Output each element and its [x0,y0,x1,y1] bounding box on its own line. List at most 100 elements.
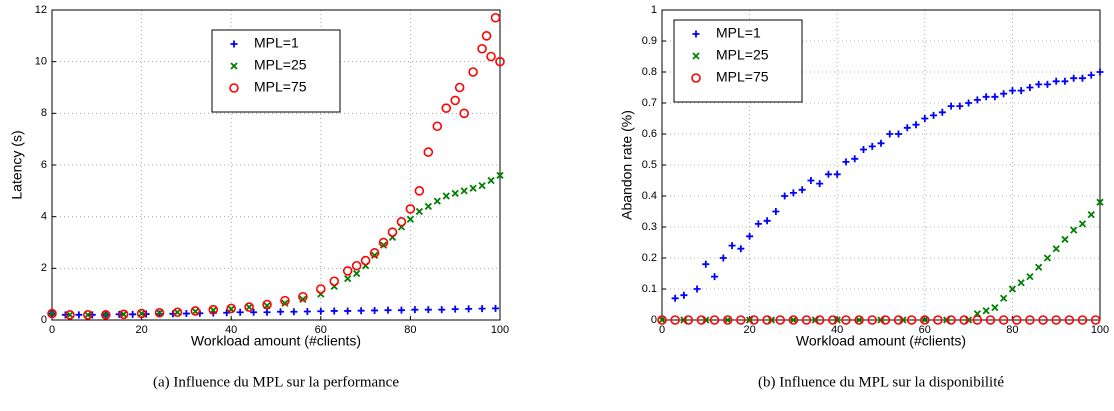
marker [299,295,307,303]
x-tick-label: 100 [1091,324,1109,336]
legend-label: MPL=25 [254,57,307,73]
y-tick-label: 0.1 [642,283,657,295]
marker [371,306,379,314]
marker [702,260,710,268]
marker [921,316,929,324]
marker [450,95,461,106]
marker [1026,84,1034,91]
y-tick-label: 0.7 [642,97,657,109]
marker [424,202,432,210]
marker [102,311,110,319]
marker [736,315,746,325]
marker [118,309,129,320]
marker [1061,235,1069,244]
y-axis-label: Latency (s) [9,130,25,199]
marker [1064,315,1075,325]
marker [728,242,736,250]
marker [798,186,806,194]
marker [432,121,443,132]
marker [903,124,911,132]
marker [692,30,700,38]
marker [1017,87,1025,95]
marker [173,308,182,316]
marker [938,108,946,116]
marker [877,139,885,147]
x-tick-label: 60 [919,324,931,336]
y-tick-label: 1 [651,4,657,16]
marker [828,315,838,325]
x-tick-label: 20 [135,324,147,336]
marker [182,310,190,318]
y-tick-label: 0.8 [642,66,657,78]
marker [671,294,679,302]
marker [438,306,446,314]
marker [959,315,970,325]
marker [965,99,973,107]
marker [1035,80,1043,88]
marker [933,315,943,325]
marker [411,306,419,314]
marker [1087,71,1095,79]
marker [696,315,707,325]
marker [244,302,254,312]
marker [137,309,146,318]
marker [973,96,981,104]
marker [229,83,239,93]
marker [495,56,505,67]
marker [459,108,469,119]
marker [746,232,754,240]
marker [1052,77,1060,85]
marker [136,308,147,319]
y-tick-label: 2 [41,262,47,274]
marker [263,308,271,316]
x-axis-label: Workload amount (#clients) [796,333,966,349]
series [658,198,1104,324]
marker [490,12,501,23]
marker [245,303,253,311]
marker [991,93,999,101]
marker [749,315,759,325]
marker [1052,245,1060,253]
marker [947,102,955,110]
marker [406,215,415,223]
marker [781,192,789,200]
marker [487,176,495,185]
marker [329,276,340,287]
marker [172,307,183,318]
marker [762,315,772,325]
marker [262,299,272,310]
marker [465,305,473,313]
marker [816,180,824,188]
y-tick-label: 0.3 [642,221,657,233]
marker [972,315,983,325]
y-tick-label: 0.5 [642,159,657,171]
marker [1078,220,1087,228]
marker [855,316,863,324]
caption: (a) Influence du MPL sur la performance [153,374,399,390]
x-tick-label: 60 [315,324,327,336]
marker [47,308,57,319]
y-tick-label: 0.2 [642,252,657,264]
marker [956,102,964,110]
y-tick-label: 0.9 [642,35,657,47]
marker [1077,315,1088,325]
marker [370,251,379,260]
marker [1043,80,1051,88]
marker [405,204,416,214]
marker [893,315,904,325]
marker [357,307,365,315]
marker [230,40,238,48]
marker [154,307,165,318]
marker [754,220,762,228]
marker [360,255,371,266]
marker [236,308,244,316]
marker [906,315,917,325]
marker [801,315,812,325]
marker [120,310,128,318]
marker [912,121,920,129]
marker [469,184,477,192]
marker [65,310,75,320]
marker [775,315,786,325]
series [657,315,1101,325]
x-tick-label: 100 [491,324,509,336]
